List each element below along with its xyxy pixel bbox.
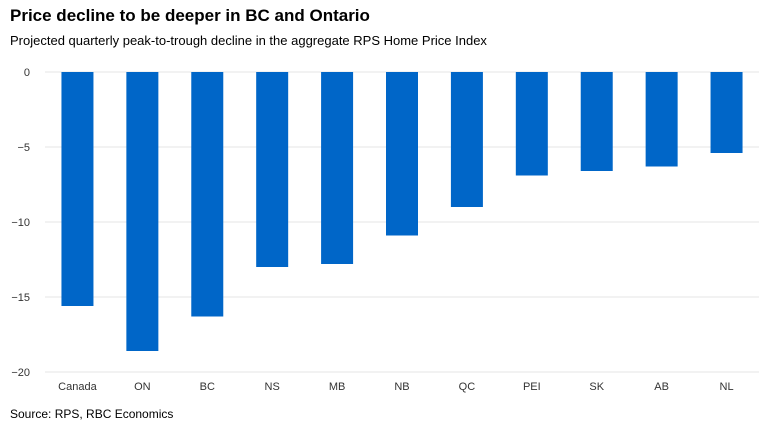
x-tick-label: ON [134, 381, 151, 393]
x-axis-ticks: Canada ON BC NS MB NB QC PEI SK AB NL [58, 381, 733, 393]
x-tick-label: AB [654, 381, 669, 393]
bar-ab [645, 72, 678, 167]
x-tick-label: BC [200, 381, 215, 393]
bar-nb [386, 72, 418, 236]
y-tick-label: −10 [11, 217, 30, 229]
x-tick-label: SK [589, 381, 604, 393]
chart-subtitle: Projected quarterly peak-to-trough decli… [10, 33, 487, 48]
bar-bc [191, 72, 224, 317]
x-tick-label: NL [720, 381, 734, 393]
bar-pei [515, 72, 548, 176]
x-tick-label: MB [329, 381, 346, 393]
x-tick-label: Canada [58, 381, 97, 393]
bar-on [126, 72, 159, 351]
bar-mb [321, 72, 354, 264]
x-tick-label: QC [459, 381, 476, 393]
x-tick-label: NB [394, 381, 409, 393]
y-axis-ticks: 0 −5 −10 −15 −20 [11, 67, 30, 379]
y-tick-label: 0 [24, 67, 30, 79]
x-tick-label: PEI [523, 381, 541, 393]
chart-source: Source: RPS, RBC Economics [10, 407, 174, 421]
bar-canada [61, 72, 94, 306]
y-tick-label: −15 [11, 292, 30, 304]
bars [61, 72, 743, 351]
bar-nl [710, 72, 743, 153]
y-tick-label: −20 [11, 367, 30, 379]
chart-title: Price decline to be deeper in BC and Ont… [10, 6, 370, 25]
bar-ns [256, 72, 289, 267]
x-tick-label: NS [265, 381, 280, 393]
bar-qc [450, 72, 483, 207]
y-tick-label: −5 [17, 142, 30, 154]
bar-sk [580, 72, 613, 171]
